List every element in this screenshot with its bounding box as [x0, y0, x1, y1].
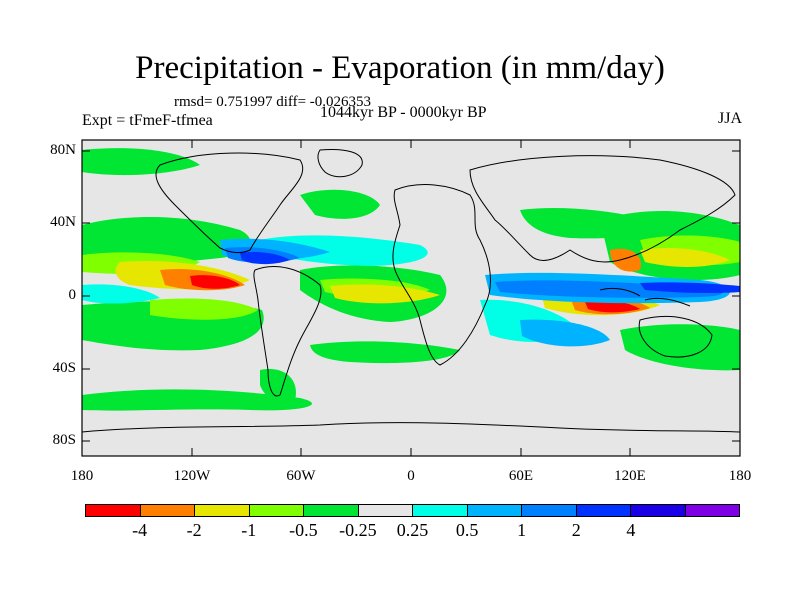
colorbar-swatch [140, 505, 195, 516]
colorbar-swatch [195, 505, 250, 516]
colorbar-label: -2 [186, 520, 202, 540]
colorbar-swatch [86, 505, 141, 516]
season-text: JJA [717, 110, 742, 127]
colorbar-swatch [467, 505, 522, 516]
field-orange-china [610, 248, 641, 272]
colorbar-swatch [358, 505, 413, 516]
colorbar-swatch [631, 505, 686, 516]
y-tick-label: 80S [52, 432, 76, 448]
colorbar-label: 4 [626, 520, 636, 540]
colorbar-label: 2 [571, 520, 581, 540]
map-title: Precipitation - Evaporation (in mm/day) [135, 50, 665, 86]
period-text: 1044kyr BP - 0000kyr BP [320, 104, 487, 121]
x-tick-label: 120E [614, 468, 646, 484]
y-tick-label: 80N [50, 142, 76, 158]
colorbar-label: 0.5 [455, 520, 479, 540]
field-yellow-atlantic [330, 284, 440, 304]
colorbar-swatch [685, 505, 739, 516]
field-green-south-atlantic [310, 341, 460, 364]
colorbar-label: -0.25 [339, 520, 377, 540]
x-tick-label: 180 [728, 468, 752, 484]
field-darkblue-caribbean [240, 251, 290, 265]
field-red-indian [585, 300, 640, 313]
x-tick-label: 120W [173, 468, 211, 484]
colorbar [85, 504, 740, 517]
colorbar-label: 0.25 [396, 520, 429, 540]
colorbar-swatch [413, 505, 468, 516]
experiment-text: Expt = tFmeF-tfmea [82, 112, 213, 129]
field-cyan-east-pacific [82, 284, 160, 304]
field-red-pacific [190, 275, 240, 289]
colorbar-label: 1 [517, 520, 527, 540]
field-green-southern-ocean [82, 389, 312, 411]
coast-south-america [253, 266, 322, 397]
field-green-arctic [82, 148, 200, 176]
coast-greenland [317, 149, 363, 178]
anomaly-field [82, 148, 740, 411]
colorbar-swatch [522, 505, 577, 516]
y-tick-label: 40S [52, 360, 76, 376]
colorbar-label: -1 [241, 520, 257, 540]
coast-australia [638, 315, 713, 358]
x-tick-label: 180 [70, 468, 94, 484]
x-tick-label: 60W [286, 468, 316, 484]
x-tick-label: 60E [508, 468, 534, 484]
y-tick-label: 0 [68, 287, 77, 303]
colorbar-swatch [576, 505, 631, 516]
coastlines [81, 149, 741, 433]
axis-ticks [82, 140, 740, 456]
coast-asia [469, 155, 736, 263]
field-lightgreen-south-pacific [150, 298, 258, 320]
colorbar-label: -4 [132, 520, 148, 540]
coast-europe-africa [392, 184, 491, 366]
coast-antarctica [81, 422, 741, 433]
field-green-south-pacific-east [620, 324, 740, 371]
field-yellow-west-pacific [640, 248, 730, 267]
stats-text: rmsd= 0.751997 diff= -0.026353 [174, 94, 372, 110]
colorbar-label: -0.5 [289, 520, 318, 540]
field-green-north-atlantic [300, 189, 380, 219]
field-cyan-atlantic [260, 235, 428, 266]
field-blue-indian [495, 280, 723, 298]
coast-north-america [155, 152, 303, 254]
x-tick-label: 0 [407, 468, 415, 484]
colorbar-labels: -4 -2 -1 -0.5 -0.25 0.25 0.5 1 2 4 [85, 520, 740, 540]
field-darkblue-pacific [640, 282, 740, 294]
colorbar-swatch [249, 505, 304, 516]
field-green-south-america [260, 369, 296, 405]
coast-indonesia [599, 287, 691, 307]
y-tick-label: 40N [50, 214, 76, 230]
colorbar-swatch [304, 505, 359, 516]
field-lightblue-south-indian [520, 319, 610, 347]
